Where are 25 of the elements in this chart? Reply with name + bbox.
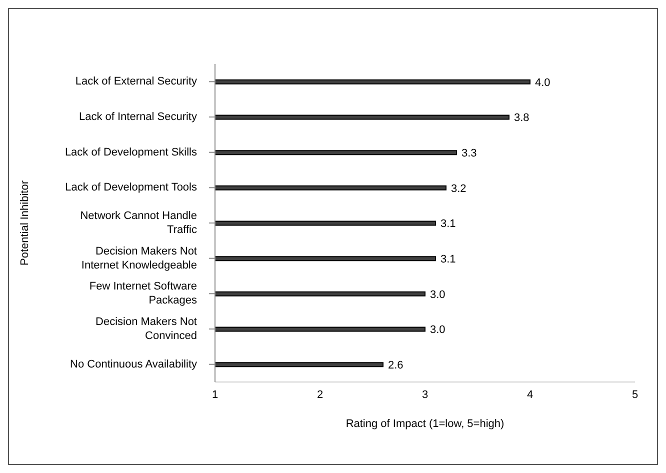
- data-label: 3.1: [440, 253, 456, 266]
- x-axis-title: Rating of Impact (1=low, 5=high): [346, 418, 504, 430]
- data-label: 3.8: [514, 112, 530, 124]
- y-tick-label: Lack of Internal Security: [78, 110, 198, 123]
- data-label: 3.0: [430, 324, 446, 336]
- y-tick-label: Few Internet Software Packages: [89, 280, 198, 307]
- y-tick-label: No Continuous Availability: [70, 358, 198, 370]
- data-label: 3.1: [440, 218, 456, 230]
- x-tick-label: 5: [632, 388, 638, 401]
- x-tick-label: 2: [316, 388, 324, 401]
- y-tick-label: Network Cannot Handle Traffic: [80, 210, 198, 236]
- y-axis-title: Potential Inhibitor: [18, 180, 31, 266]
- data-label: 3.0: [430, 288, 446, 301]
- y-tick-label: Lack of Development Tools: [65, 182, 198, 194]
- x-tick-label: 3: [422, 388, 428, 401]
- y-tick-label: Lack of External Security: [75, 76, 198, 88]
- data-label: 3.2: [451, 182, 466, 195]
- data-label: 3.3: [462, 147, 477, 160]
- x-tick-label: 4: [526, 388, 534, 401]
- data-label: 4.0: [535, 76, 550, 89]
- y-tick-label: Decision Makers Not Convinced: [96, 316, 197, 342]
- y-tick-label: Decision Makers Not Internet Knowledgeable: [81, 245, 197, 272]
- data-label: 2.6: [388, 359, 404, 372]
- y-tick-label: Lack of Development Skills: [64, 146, 198, 158]
- x-tick-label: 1: [212, 388, 218, 401]
